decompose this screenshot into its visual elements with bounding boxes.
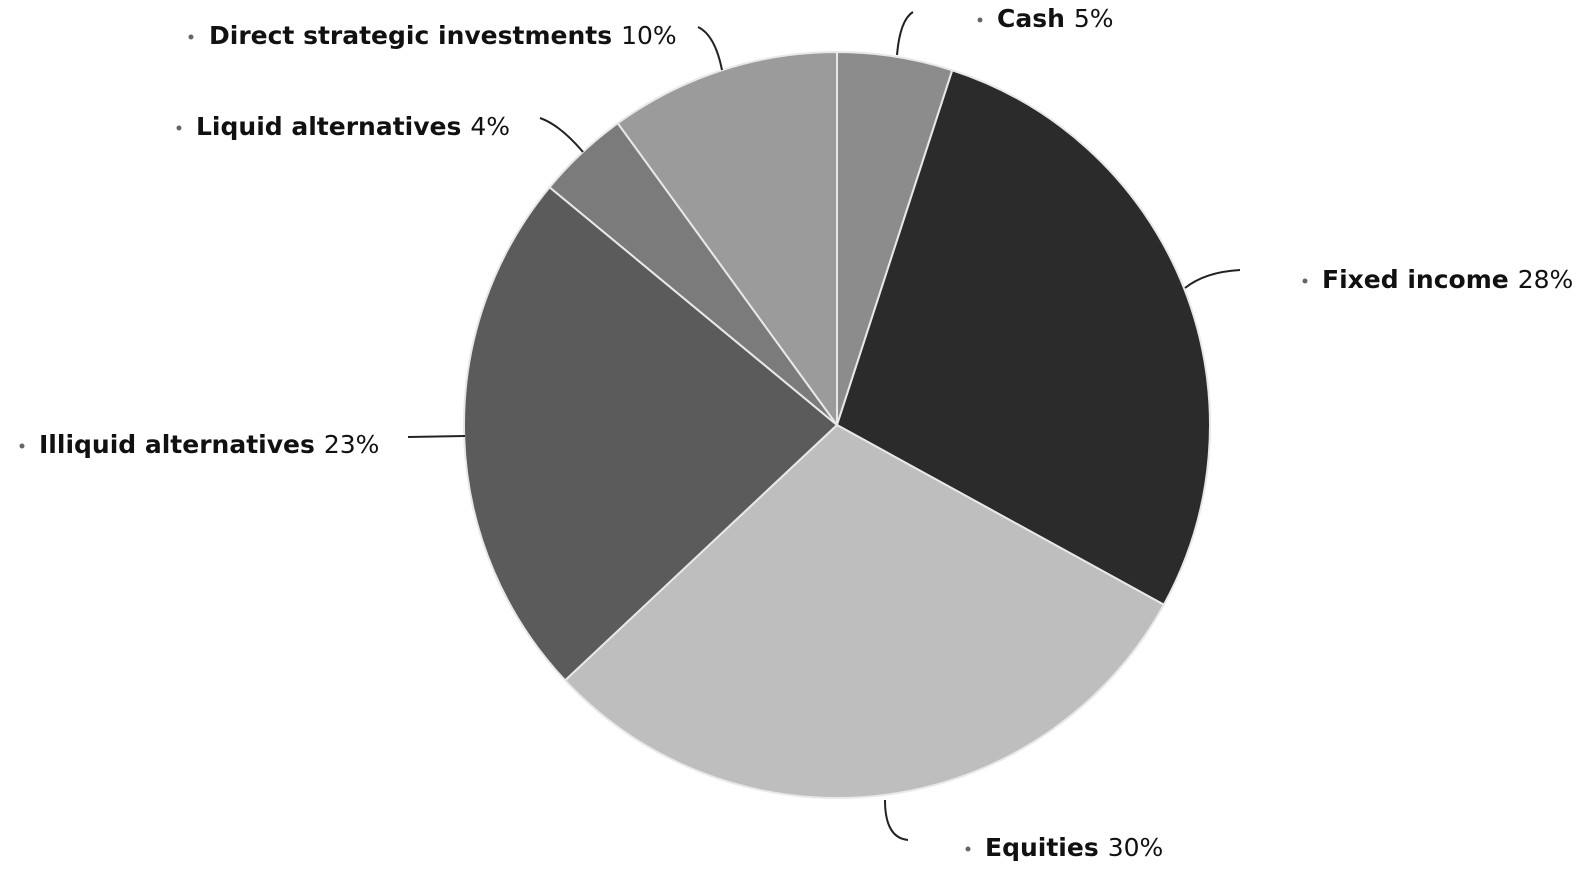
label-bullet: [977, 17, 983, 23]
slice-label: Liquid alternatives 4%: [196, 112, 510, 141]
value-label: 10%: [621, 21, 677, 50]
leader-line: [407, 435, 466, 438]
leader-line: [697, 26, 723, 71]
category-label: Cash: [997, 4, 1065, 33]
category-label: Equities: [985, 833, 1099, 862]
category-label: Fixed income: [1322, 265, 1509, 294]
label-bullet: [188, 34, 194, 40]
slice-label: Direct strategic investments 10%: [209, 21, 677, 50]
label-bullet: [1302, 278, 1308, 284]
slice-label: Fixed income 28%: [1322, 265, 1573, 294]
slice-label: Illiquid alternatives 23%: [39, 430, 379, 459]
category-label: Liquid alternatives: [196, 112, 461, 141]
pie-slice: [616, 50, 838, 429]
leader-line: [1184, 269, 1241, 289]
slice-label: Cash 5%: [997, 4, 1114, 33]
category-label: Illiquid alternatives: [39, 430, 315, 459]
value-label: 4%: [470, 112, 510, 141]
leader-line: [896, 11, 914, 56]
pie-slice: [835, 68, 1211, 607]
label-bullet: [19, 443, 25, 449]
label-bullet: [965, 846, 971, 852]
slice-label: Equities 30%: [985, 833, 1163, 862]
leader-line: [884, 799, 909, 841]
value-label: 28%: [1518, 265, 1574, 294]
value-label: 5%: [1074, 4, 1114, 33]
label-bullet: [176, 125, 182, 131]
leader-line: [539, 117, 584, 153]
pie-slice: [563, 423, 1166, 799]
category-label: Direct strategic investments: [209, 21, 612, 50]
value-label: 23%: [324, 430, 380, 459]
value-label: 30%: [1108, 833, 1164, 862]
